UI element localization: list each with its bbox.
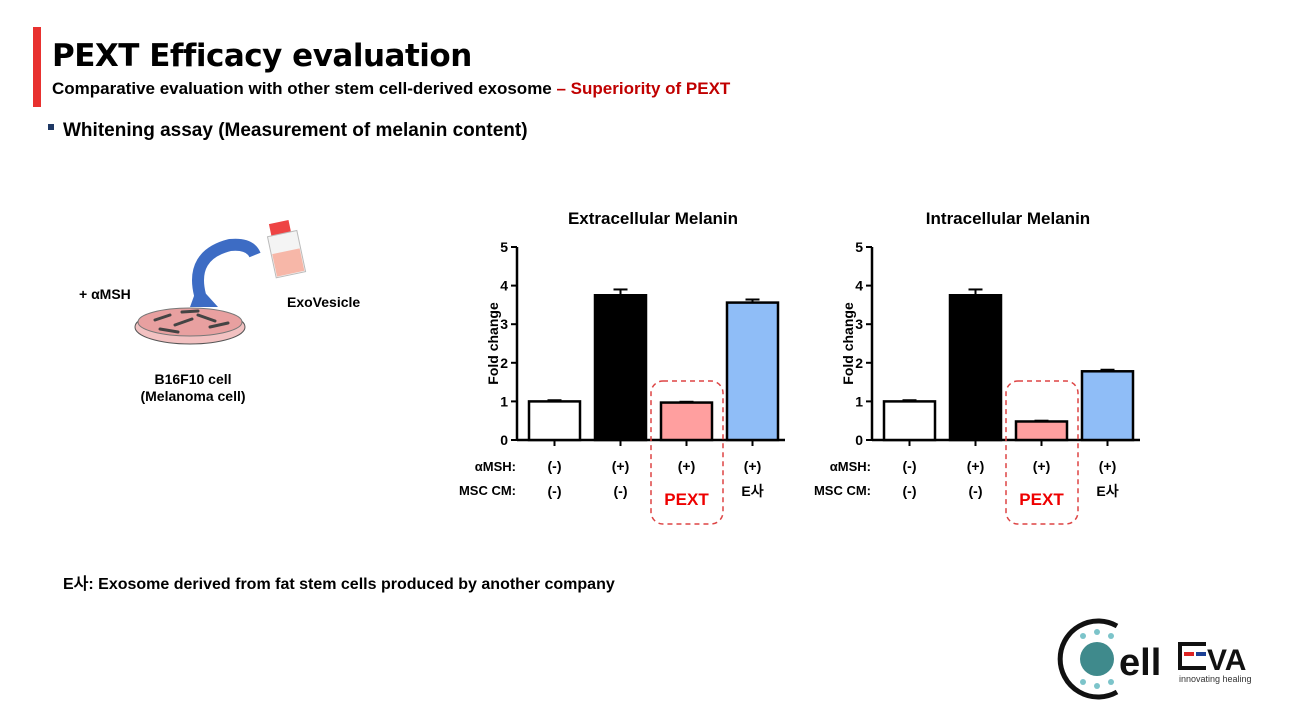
y-axis-label: Fold change <box>840 302 856 385</box>
msh-value: (+) <box>612 458 630 474</box>
arrow-head-icon <box>190 285 218 307</box>
product-label: ExoVesicle <box>287 294 361 310</box>
msh-value: (-) <box>548 458 562 474</box>
row-label-msh: αMSH: <box>475 459 516 474</box>
y-tick-label: 2 <box>855 355 863 371</box>
y-tick-label: 3 <box>855 316 863 332</box>
page-subtitle: Comparative evaluation with other stem c… <box>52 79 730 99</box>
msh-value: (+) <box>744 458 762 474</box>
msh-value: (+) <box>678 458 696 474</box>
bar <box>948 294 1003 442</box>
y-tick-label: 5 <box>855 239 863 255</box>
chart-title: Extracellular Melanin <box>568 209 738 228</box>
highlight-box <box>1005 380 1079 525</box>
section-title: Whitening assay (Measurement of melanin … <box>63 120 528 141</box>
row-label-msc: MSC CM: <box>459 483 516 498</box>
bar <box>593 294 648 442</box>
bar <box>1080 370 1135 442</box>
treatment-label: + αMSH <box>79 286 131 302</box>
cell-type-label: (Melanoma cell) <box>140 388 246 404</box>
celleva-logo: ell VA innovating healing <box>1057 618 1252 700</box>
bar <box>659 401 714 442</box>
flask-icon <box>266 220 307 279</box>
y-tick-label: 2 <box>500 355 508 371</box>
y-tick-label: 0 <box>500 432 508 448</box>
bullet-icon <box>48 124 54 130</box>
msh-value: (+) <box>1033 458 1051 474</box>
msc-value: (-) <box>548 483 562 499</box>
cell-line-label: B16F10 cell <box>154 371 232 387</box>
highlight-box <box>650 380 724 525</box>
y-tick-label: 1 <box>855 393 863 409</box>
assay-illustration <box>134 220 307 345</box>
melanin-charts: Extracellular Melanin 0 1 2 3 4 5 Fold change αM… <box>459 209 1140 525</box>
arrow-icon <box>192 238 261 297</box>
msc-value: (-) <box>903 483 917 499</box>
subtitle-highlight: – Superiority of PEXT <box>556 79 731 98</box>
logo-tagline: innovating healing <box>1179 674 1252 684</box>
y-axis-label: Fold change <box>485 302 501 385</box>
row-label-msc: MSC CM: <box>814 483 871 498</box>
msc-value: PEXT <box>1019 490 1064 509</box>
y-tick-label: 0 <box>855 432 863 448</box>
page-title: PEXT Efficacy evaluation <box>52 38 472 74</box>
subtitle-text: Comparative evaluation with other stem c… <box>52 79 557 98</box>
svg-text:ell: ell <box>1119 642 1161 684</box>
msh-value: (+) <box>1099 458 1117 474</box>
bar <box>725 301 780 442</box>
msc-value: (-) <box>969 483 983 499</box>
msc-value: E사 <box>1096 483 1118 499</box>
bar <box>882 400 937 442</box>
msh-value: (+) <box>967 458 985 474</box>
msh-value: (-) <box>903 458 917 474</box>
y-tick-label: 3 <box>500 316 508 332</box>
footnote: E사: Exosome derived from fat stem cells … <box>63 576 615 593</box>
y-tick-label: 4 <box>855 278 863 294</box>
msc-value: PEXT <box>664 490 709 509</box>
msc-value: E사 <box>741 483 763 499</box>
y-tick-label: 1 <box>500 393 508 409</box>
chart-title: Intracellular Melanin <box>926 209 1090 228</box>
svg-text:VA: VA <box>1207 644 1246 677</box>
row-label-msh: αMSH: <box>830 459 871 474</box>
msc-value: (-) <box>614 483 628 499</box>
y-tick-label: 4 <box>500 278 508 294</box>
bar <box>527 400 582 442</box>
y-tick-label: 5 <box>500 239 508 255</box>
bar <box>1014 420 1069 442</box>
title-accent-bar <box>33 27 41 107</box>
